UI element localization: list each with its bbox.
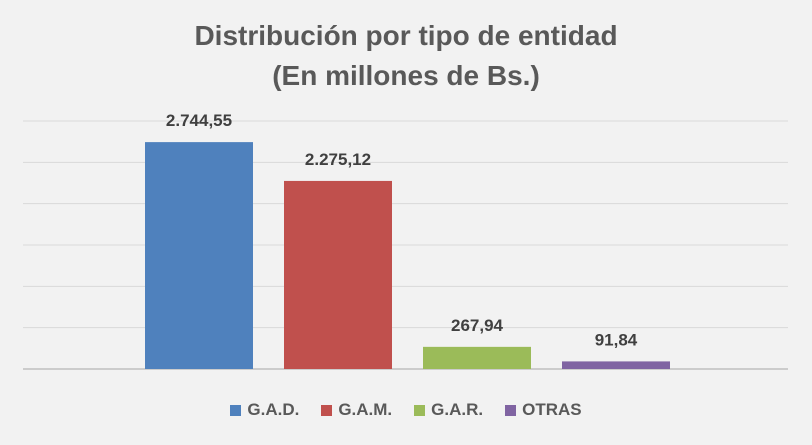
bar-gam bbox=[284, 180, 392, 369]
chart-subtitle-line: (En millones de Bs.) bbox=[272, 60, 540, 91]
legend-swatch-gar bbox=[414, 404, 426, 416]
data-label-otras: 91,84 bbox=[595, 330, 638, 349]
legend: G.A.D. G.A.M. G.A.R. OTRAS bbox=[0, 400, 812, 420]
data-label-gar: 267,94 bbox=[451, 316, 504, 335]
chart-title-line: Distribución por tipo de entidad bbox=[194, 20, 618, 51]
legend-item-gad: G.A.D. bbox=[230, 400, 299, 420]
data-label-gad: 2.744,55 bbox=[166, 111, 232, 130]
chart-title: Distribución por tipo de entidad (En mil… bbox=[0, 16, 812, 96]
bar-gar bbox=[423, 346, 531, 369]
legend-label-otras: OTRAS bbox=[522, 400, 582, 419]
legend-swatch-otras bbox=[505, 404, 517, 416]
bar-otras bbox=[562, 361, 670, 369]
legend-item-otras: OTRAS bbox=[505, 400, 582, 420]
legend-item-gar: G.A.R. bbox=[414, 400, 483, 420]
data-label-gam: 2.275,12 bbox=[305, 150, 371, 169]
legend-item-gam: G.A.M. bbox=[321, 400, 392, 420]
legend-swatch-gam bbox=[321, 404, 333, 416]
bar-gad bbox=[145, 142, 253, 369]
legend-swatch-gad bbox=[230, 404, 242, 416]
legend-label-gad: G.A.D. bbox=[247, 400, 300, 419]
legend-label-gam: G.A.M. bbox=[338, 400, 393, 419]
legend-label-gar: G.A.R. bbox=[431, 400, 484, 419]
